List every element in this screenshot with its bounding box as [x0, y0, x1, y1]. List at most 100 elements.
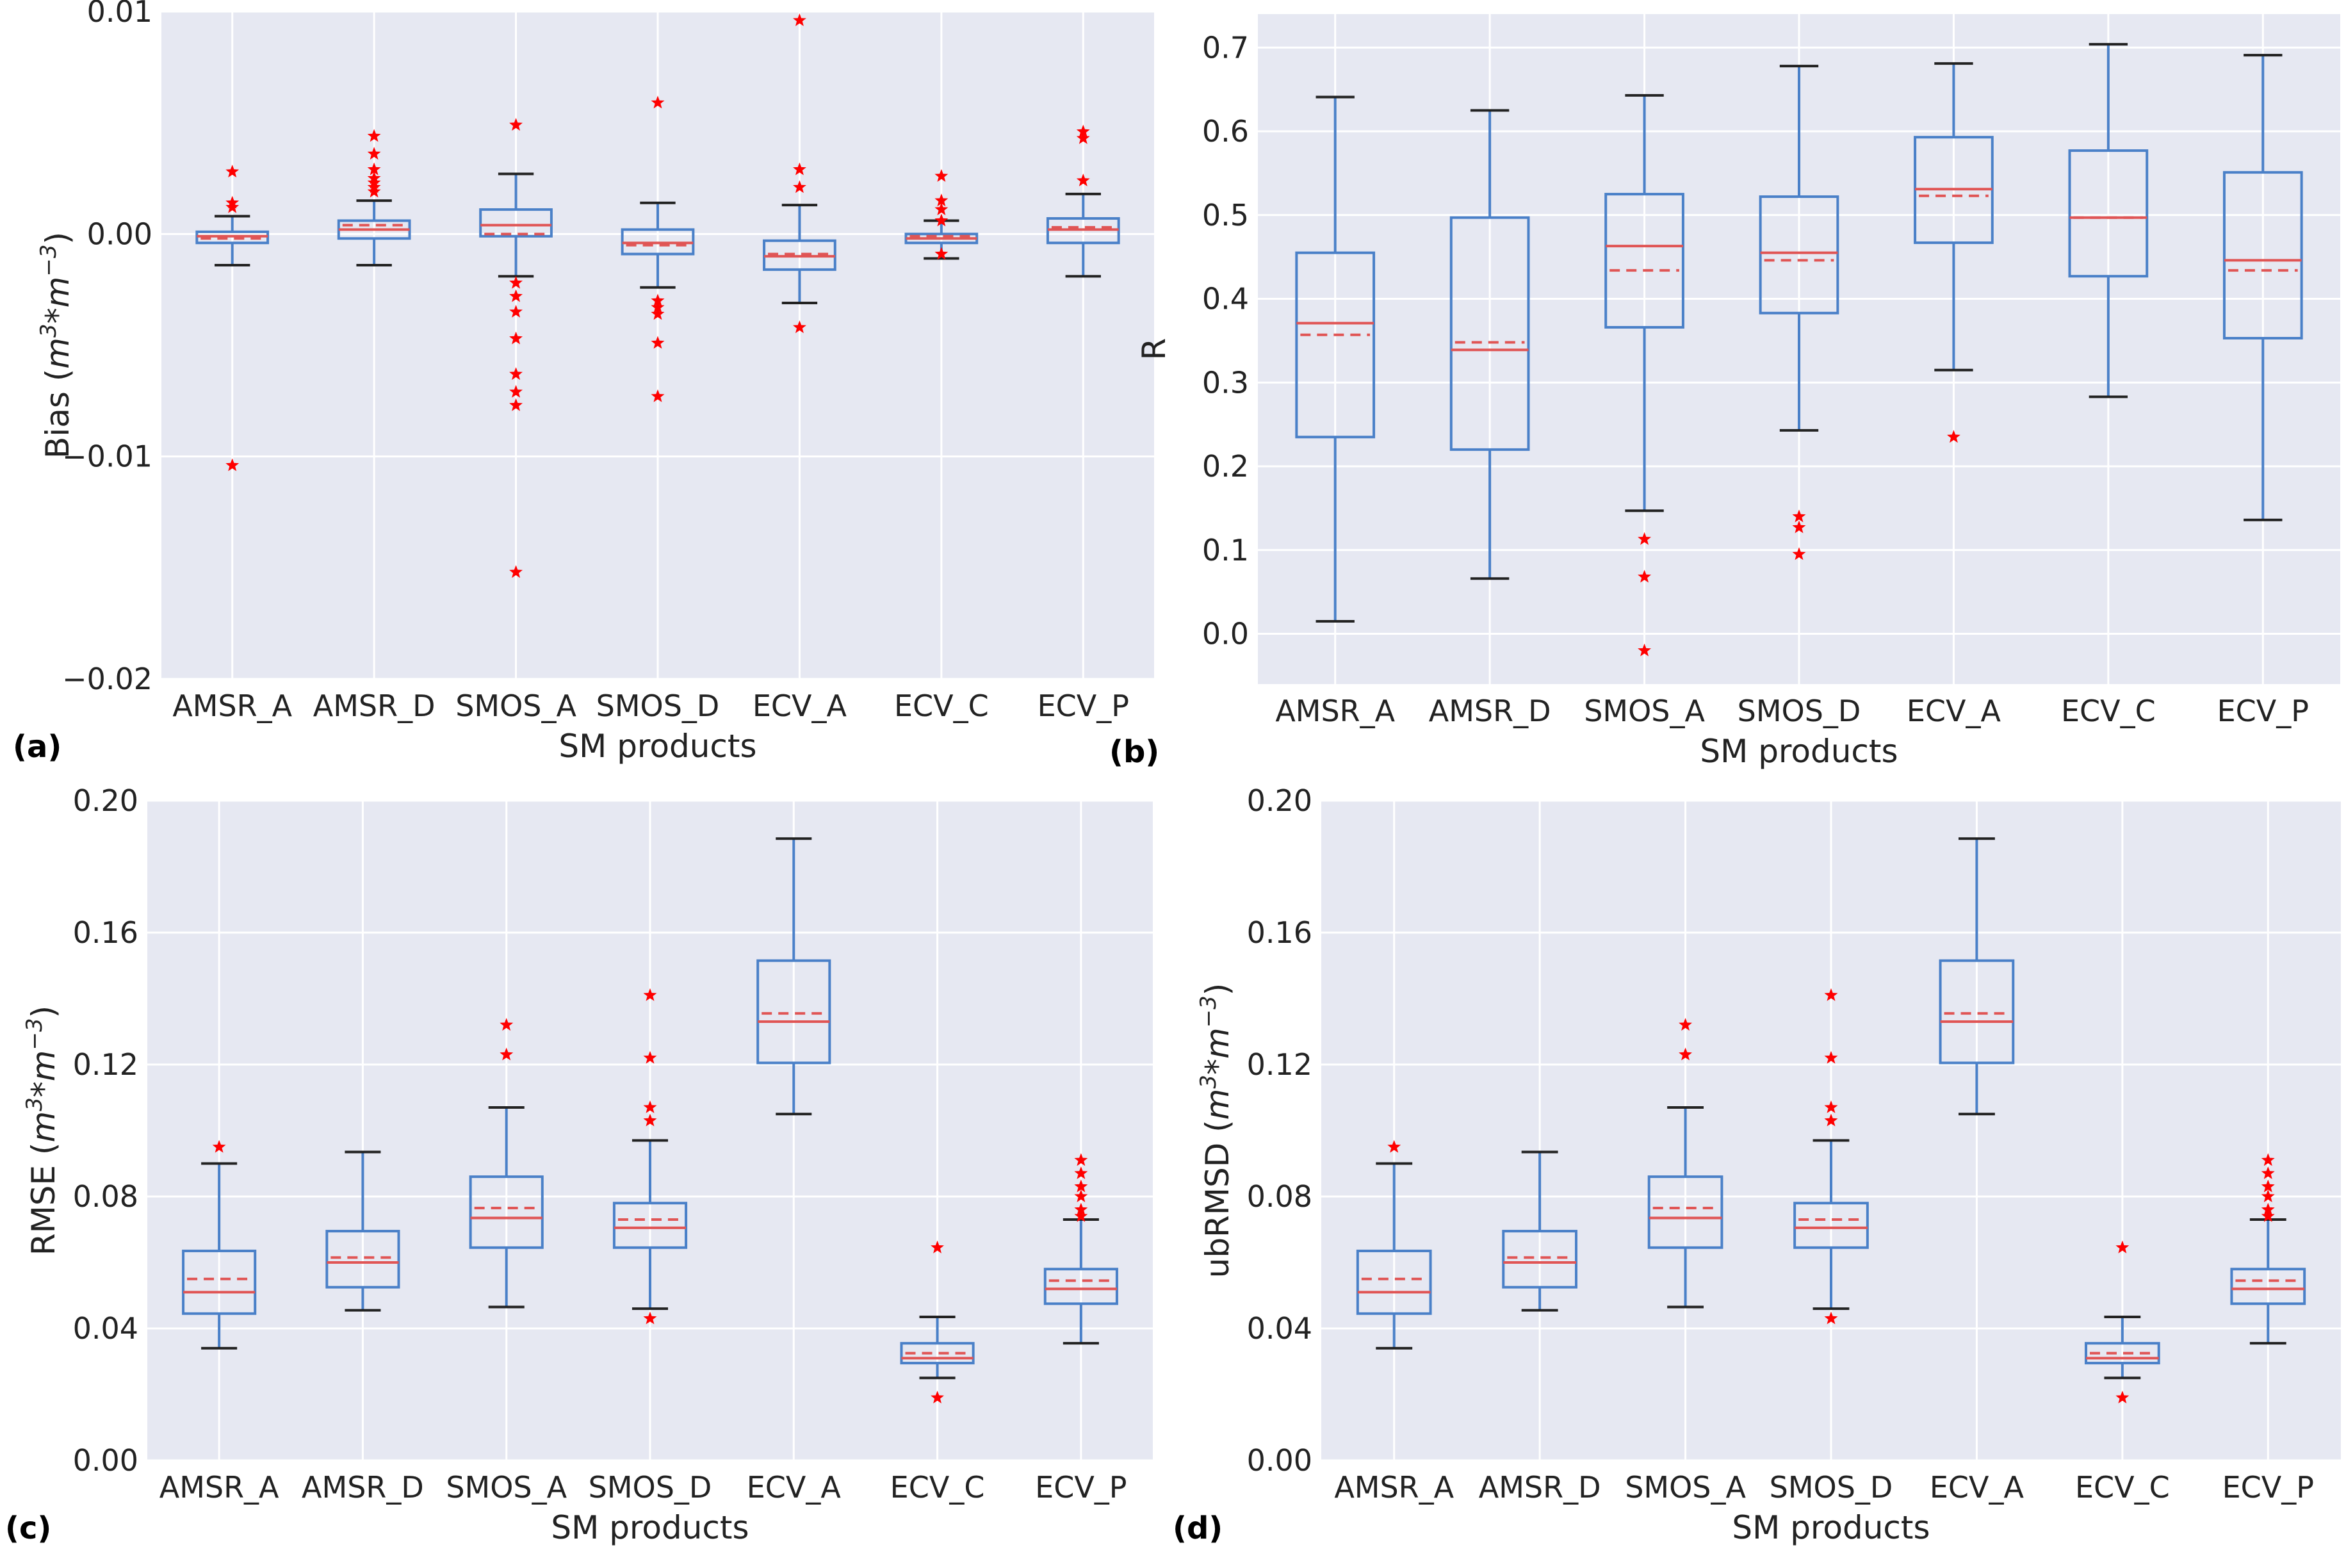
outlier-marker	[931, 1391, 944, 1403]
outlier-marker	[643, 1100, 657, 1113]
outlier-marker	[2261, 1209, 2275, 1222]
y-tick-labels-d: 0.00 0.04 0.08 0.12 0.16 0.20	[1247, 783, 1312, 1478]
outlier-marker	[1076, 124, 1090, 138]
x-tick-labels-b: AMSR_A AMSR_D SMOS_A SMOS_D ECV_A ECV_C ECV_P	[1275, 694, 2309, 728]
iqr-box	[2222, 171, 2303, 340]
outlier-marker	[1074, 1179, 1088, 1193]
outlier-marker	[1074, 1166, 1088, 1179]
outlier-marker	[1074, 1153, 1088, 1166]
outlier-marker	[1824, 1113, 1838, 1127]
outlier-marker	[651, 293, 665, 307]
outlier-marker	[225, 200, 240, 213]
outlier-marker	[1074, 1202, 1088, 1216]
x-tick-label: ECV_A	[747, 1470, 842, 1505]
y-tick-label: 0.16	[73, 915, 138, 950]
outlier-marker	[1074, 1189, 1088, 1202]
iqr-box	[182, 1249, 257, 1315]
x-axis-label-b: SM products	[1700, 733, 1898, 770]
outlier-marker	[1074, 1209, 1088, 1222]
y-tick-label: 0.1	[1202, 533, 1249, 568]
outlier-marker	[934, 193, 949, 207]
y-tick-label: 0.01	[87, 0, 152, 29]
iqr-box	[1759, 195, 1839, 314]
iqr-box	[2085, 1342, 2160, 1365]
outlier-marker	[934, 247, 949, 260]
y-tick-label: 0.12	[73, 1047, 138, 1082]
outlier-marker	[651, 307, 665, 320]
x-tick-label: ECV_A	[1930, 1470, 2024, 1505]
panel-a: 0.01 0.00 −0.01 −0.02 AMSR_A AMSR_D SMOS_A SMO…	[13, 0, 1154, 765]
outlier-marker	[1824, 988, 1838, 1001]
outlier-marker	[1638, 643, 1651, 657]
y-tick-labels-b: 0.0 0.1 0.2 0.3 0.4 0.5 0.6 0.7	[1202, 30, 1249, 651]
y-axis-label-b: R	[1136, 338, 1173, 361]
outlier-marker	[1638, 532, 1651, 545]
outlier-marker	[1792, 520, 1806, 534]
y-tick-label: 0.0	[1202, 617, 1249, 651]
outlier-marker	[793, 162, 806, 176]
outlier-marker	[1824, 1100, 1838, 1113]
x-tick-label: ECV_C	[2061, 694, 2156, 728]
y-tick-label: −0.01	[62, 439, 152, 474]
outlier-marker	[1792, 547, 1806, 560]
x-tick-label: AMSR_A	[1275, 694, 1395, 728]
outlier-marker	[793, 180, 806, 193]
outlier-marker	[2261, 1166, 2275, 1179]
y-tick-label: −0.02	[62, 662, 152, 696]
outlier-marker	[651, 300, 665, 313]
outlier-marker	[225, 165, 240, 177]
outlier-marker	[651, 95, 665, 109]
x-tick-label: SMOS_A	[455, 689, 576, 723]
x-axis-label-a: SM products	[558, 728, 756, 765]
outlier-marker	[1076, 174, 1090, 186]
outlier-marker	[509, 118, 523, 131]
box-marks-d	[1356, 837, 2306, 1403]
outlier-marker	[500, 1047, 514, 1061]
y-tick-label: 0.4	[1202, 282, 1249, 316]
x-tick-labels-c: AMSR_A AMSR_D SMOS_A SMOS_D ECV_A ECV_C ECV_P	[159, 1470, 1127, 1505]
x-tick-label: ECV_P	[1035, 1470, 1127, 1505]
panel-label-c: (c)	[5, 1510, 51, 1546]
outlier-marker	[643, 1050, 657, 1064]
outlier-marker	[1824, 1050, 1838, 1064]
iqr-box	[1647, 1175, 1723, 1249]
y-tick-labels-c: 0.00 0.04 0.08 0.12 0.16 0.20	[73, 783, 138, 1478]
y-tick-label: 0.20	[1247, 783, 1312, 818]
iqr-box	[900, 1342, 975, 1365]
y-tick-label: 0.08	[1247, 1179, 1312, 1214]
panel-label-a: (a)	[13, 729, 61, 765]
panel-d: 0.00 0.04 0.08 0.12 0.16 0.20 AMSR_A AMSR_D SMO…	[1173, 783, 2341, 1546]
outlier-marker	[367, 184, 381, 198]
outlier-marker	[643, 1311, 657, 1325]
y-tick-labels-a: 0.01 0.00 −0.01 −0.02	[62, 0, 152, 696]
panel-b: 0.0 0.1 0.2 0.3 0.4 0.5 0.6 0.7 AMSR_A AMSR_D SMO…	[1109, 14, 2340, 770]
outlier-marker	[367, 147, 381, 160]
x-tick-label: SMOS_A	[1625, 1470, 1746, 1505]
outlier-marker	[2115, 1391, 2130, 1403]
outlier-marker	[1076, 131, 1090, 144]
outlier-marker	[500, 1018, 514, 1031]
x-tick-label: AMSR_D	[313, 689, 436, 723]
outlier-marker	[225, 458, 240, 471]
x-tick-label: AMSR_D	[1479, 1470, 1601, 1505]
outlier-marker	[367, 162, 381, 176]
x-tick-label: AMSR_D	[302, 1470, 424, 1505]
iqr-box	[1356, 1249, 1432, 1315]
outlier-marker	[1824, 1311, 1838, 1325]
outlier-marker	[367, 129, 381, 142]
box-marks-a	[195, 13, 1120, 578]
x-tick-label: ECV_P	[2217, 694, 2309, 728]
outlier-marker	[934, 169, 949, 182]
box-marks-b	[1295, 43, 2303, 657]
x-tick-label: ECV_C	[894, 689, 989, 723]
panel-label-b: (b)	[1109, 734, 1159, 770]
outlier-marker	[793, 320, 806, 334]
y-axis-label-a: Bias (m3*m−3)	[36, 232, 76, 459]
x-axis-label-c: SM products	[551, 1509, 749, 1546]
y-tick-label: 0.04	[73, 1311, 138, 1346]
x-tick-label: ECV_C	[890, 1470, 985, 1505]
outlier-marker	[509, 331, 523, 345]
x-tick-label: SMOS_D	[1738, 694, 1861, 728]
x-tick-label: SMOS_D	[596, 689, 720, 723]
iqr-box	[1502, 1230, 1577, 1289]
